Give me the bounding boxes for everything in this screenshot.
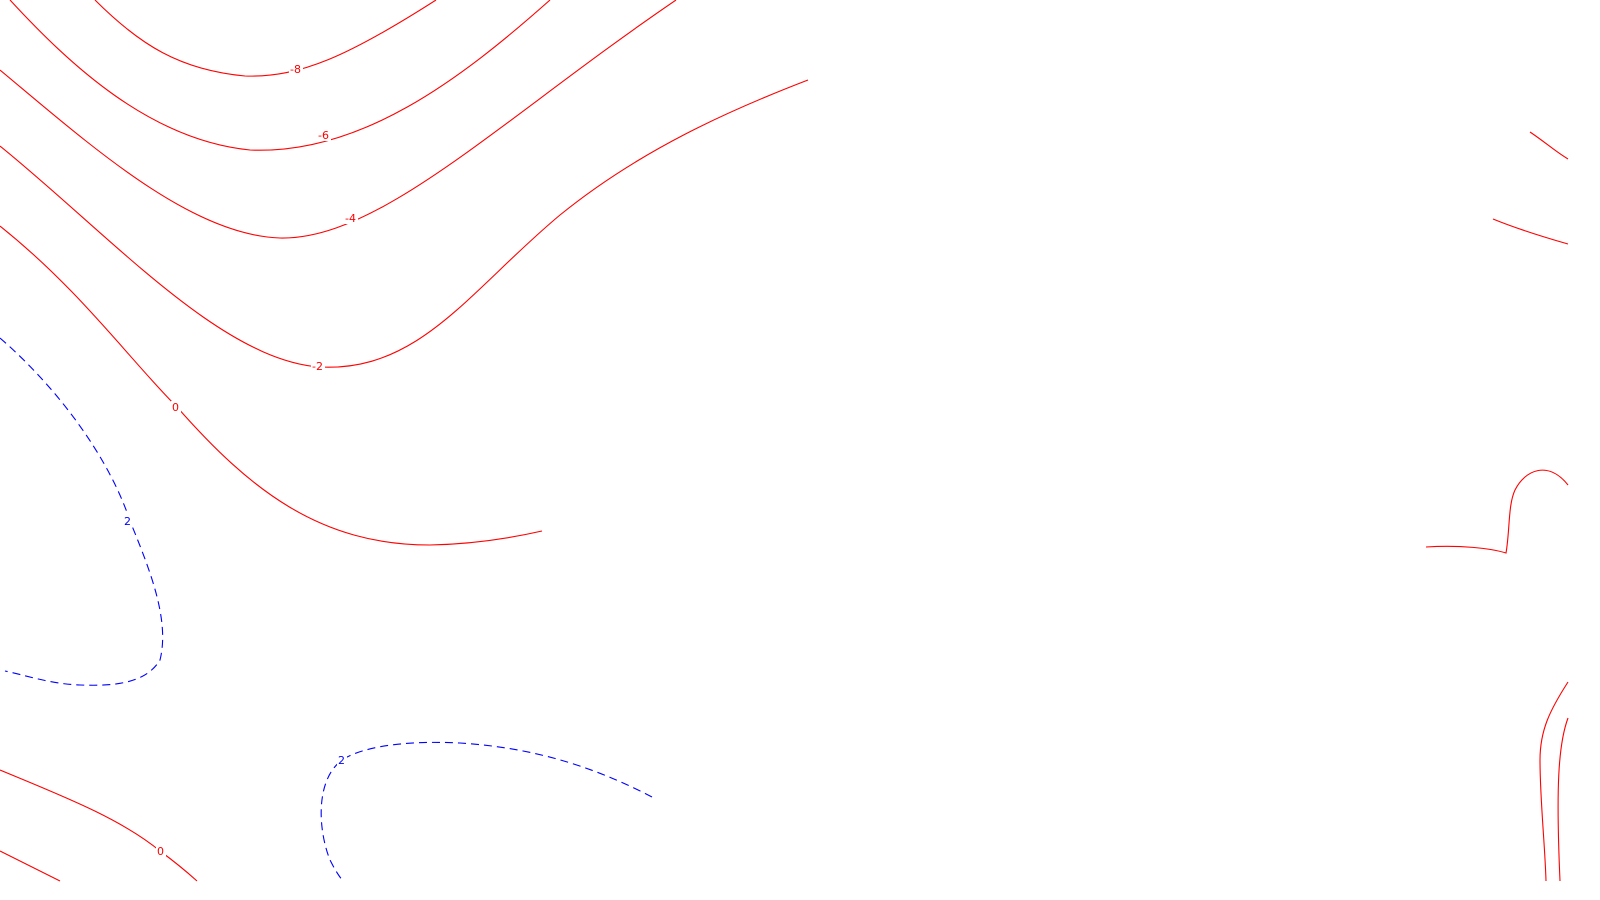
label-halo xyxy=(344,212,358,224)
contour-line-neg2 xyxy=(0,79,809,368)
label-halo xyxy=(123,515,133,527)
label-halo xyxy=(337,754,347,766)
contour-line-right-mid xyxy=(1492,218,1569,245)
contour-line-right-lobe xyxy=(1425,469,1569,554)
contour-line-right-bottom-outer xyxy=(1539,681,1569,882)
contour-label-group-neg2: -2 xyxy=(311,360,325,373)
label-halo xyxy=(171,401,181,413)
contour-line-pos2-left xyxy=(0,337,164,686)
contour-label-zero-lower: 0 xyxy=(157,845,164,858)
contour-label-neg6: -6 xyxy=(318,129,329,142)
contour-label-pos2-bottom: 2 xyxy=(338,754,345,767)
contour-label-pos2-left: 2 xyxy=(124,515,131,528)
contour-line-neg6 xyxy=(9,0,551,151)
label-halo xyxy=(289,63,303,75)
contour-label-group-zero-upper: 0 xyxy=(171,401,181,414)
contour-label-neg2: -2 xyxy=(312,360,323,373)
label-halo xyxy=(317,129,331,141)
contour-line-corner xyxy=(0,850,61,882)
contour-line-neg4 xyxy=(0,0,677,239)
contour-label-zero-upper: 0 xyxy=(172,401,179,414)
label-halo xyxy=(311,360,325,372)
contour-line-neg8 xyxy=(94,0,437,77)
contour-line-right-bottom-inner xyxy=(1557,717,1569,882)
contour-label-group-pos2-bottom: 2 xyxy=(337,754,347,767)
contour-line-pos2-bottom xyxy=(320,741,653,882)
contour-label-group-pos2-left: 2 xyxy=(123,515,133,528)
contour-line-right-top xyxy=(1529,131,1569,160)
contour-line-zero-lower xyxy=(0,769,198,882)
contour-label-neg8: -8 xyxy=(290,63,301,76)
contour-label-group-neg4: -4 xyxy=(344,212,358,225)
contour-label-neg4: -4 xyxy=(345,212,356,225)
contour-label-group-zero-lower: 0 xyxy=(156,845,166,858)
label-halo xyxy=(156,845,166,857)
contour-label-group-neg6: -6 xyxy=(317,129,331,142)
contour-label-group-neg8: -8 xyxy=(289,63,303,76)
contour-line-zero-upper xyxy=(0,225,543,546)
